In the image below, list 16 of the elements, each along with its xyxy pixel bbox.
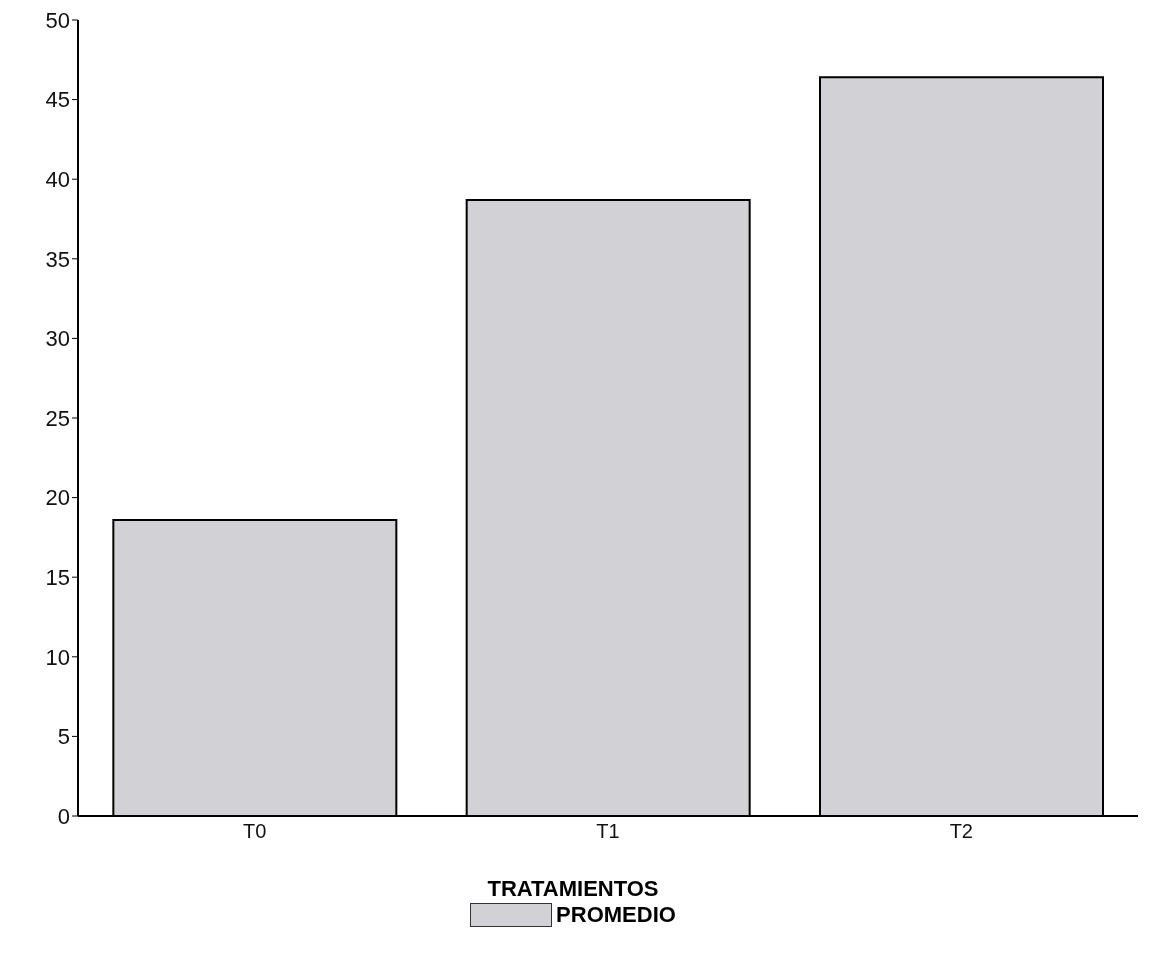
y-tick-label: 25 [45, 405, 70, 431]
y-tick-label: 10 [45, 644, 70, 670]
y-tick-label: 35 [45, 246, 70, 272]
y-tick-label: 20 [45, 485, 70, 511]
x-tick-label: T0 [242, 820, 267, 843]
y-tick-label: 45 [45, 87, 70, 113]
text: PROMEDIO [556, 902, 676, 928]
y-tick-label: 0 [57, 803, 70, 829]
y-tick-label: 5 [57, 724, 70, 750]
x-axis-title: TRATAMIENTOS [487, 876, 659, 902]
x-tick-label: T2 [949, 820, 974, 843]
x-tick-label: T1 [596, 820, 620, 843]
y-tick-label: 15 [45, 565, 70, 591]
y-tick-label: 30 [45, 326, 70, 352]
y-tick-label: 40 [45, 167, 70, 193]
y-tick-label: 50 [45, 7, 70, 33]
